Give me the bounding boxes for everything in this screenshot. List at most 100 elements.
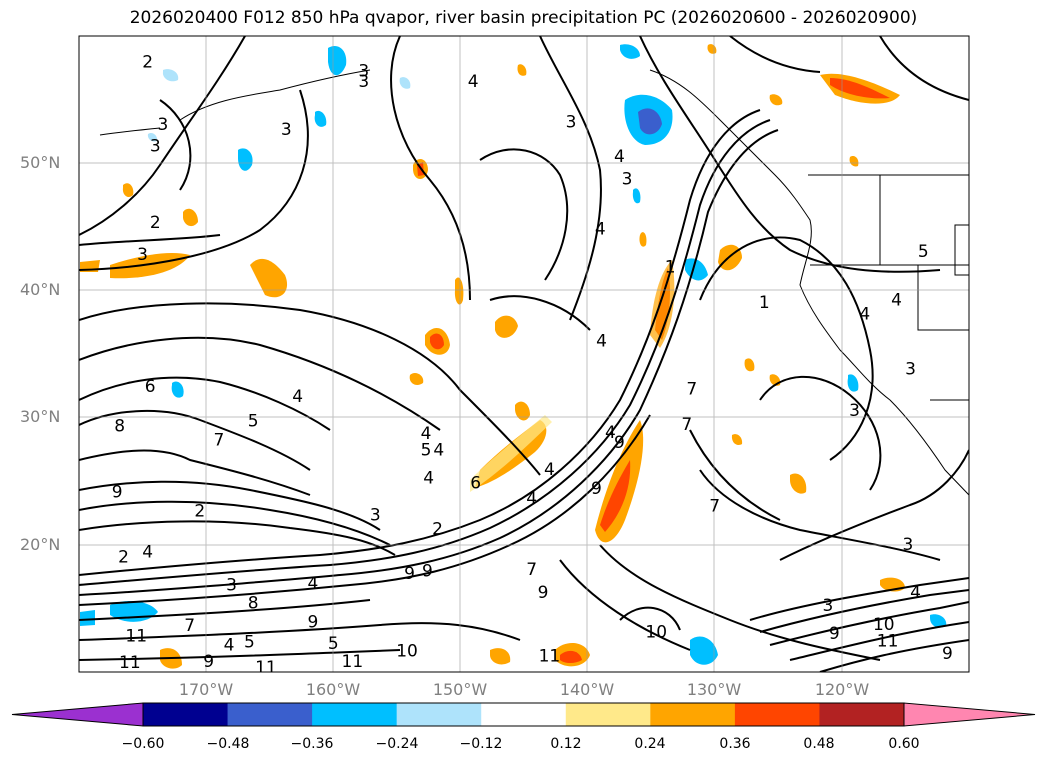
contour-label: 6 — [145, 377, 156, 397]
contour-label: 4 — [891, 291, 902, 311]
contour-label: 3 — [903, 535, 914, 555]
contour-label: 10 — [396, 642, 418, 662]
colorbar-tick-label: 0.36 — [719, 736, 751, 752]
contour-label: 4 — [224, 635, 235, 655]
graticule — [79, 36, 969, 672]
contour-label: 9 — [614, 433, 625, 453]
colorbar-segment — [565, 703, 651, 726]
contour-label: 3 — [226, 576, 237, 596]
contour-label: 7 — [526, 560, 537, 580]
contour-label: 4 — [910, 583, 921, 603]
contour-label: 3 — [566, 112, 577, 132]
contour-label: 10 — [645, 623, 667, 643]
lon-label-130w: 130°W — [686, 680, 742, 699]
contour-label: 1 — [665, 258, 676, 278]
colorbar-tick-label: −0.48 — [206, 736, 250, 752]
colorbar-segment — [396, 703, 482, 726]
contour-label: 4 — [142, 542, 153, 562]
contour-label: 3 — [849, 401, 860, 421]
contour-label: 9 — [203, 652, 214, 672]
contour-label: 4 — [544, 460, 555, 480]
contour-label: 11 — [119, 653, 141, 673]
contour-label: 5 — [244, 633, 255, 653]
contour-label: 7 — [184, 616, 195, 636]
contour-label: 8 — [114, 417, 125, 437]
contour-label: 9 — [308, 612, 319, 632]
contour-label: 4 — [292, 387, 303, 407]
contour-label: 9 — [422, 562, 433, 582]
contour-label: 3 — [158, 115, 169, 135]
contour-label: 5 — [421, 441, 432, 461]
contour-label: 4 — [433, 441, 444, 461]
colorbar-tick-label: −0.36 — [290, 736, 334, 752]
lat-label-30n: 30°N — [20, 407, 61, 426]
contour-label: 2 — [150, 213, 161, 233]
contour-label: 4 — [468, 72, 479, 92]
contour-label: 7 — [213, 430, 224, 450]
contour-label: 3 — [358, 72, 369, 92]
colorbar-segment — [227, 703, 313, 726]
lon-label-140w: 140°W — [559, 680, 615, 699]
precip-negative-shading — [80, 44, 947, 665]
colorbar-segment — [650, 703, 736, 726]
colorbar-tick-label: 0.60 — [888, 736, 920, 752]
contour-label: 4 — [859, 305, 870, 325]
contour-label: 2 — [432, 520, 443, 540]
contour-label: 4 — [423, 469, 434, 489]
contour-label: 4 — [308, 574, 319, 594]
contour-label: 10 — [873, 615, 895, 635]
contour-label: 7 — [681, 415, 692, 435]
contour-label: 3 — [137, 245, 148, 265]
colorbar-tick-label: −0.24 — [375, 736, 419, 752]
lat-label-20n: 20°N — [20, 535, 61, 554]
lon-label-120w: 120°W — [814, 680, 870, 699]
contour-label: 11 — [342, 652, 364, 672]
colorbar-tick-label: 0.12 — [550, 736, 582, 752]
contour-label: 5 — [918, 242, 929, 262]
contour-label: 2 — [194, 502, 205, 522]
colorbar-segment — [481, 703, 567, 726]
map-frame — [78, 35, 970, 673]
lon-label-150w: 150°W — [432, 680, 488, 699]
contour-label: 5 — [328, 634, 339, 654]
coastlines — [99, 69, 969, 496]
contour-label: 7 — [709, 497, 720, 517]
contour-label: 9 — [538, 583, 549, 603]
contour-label: 8 — [248, 593, 259, 613]
lon-label-160w: 160°W — [305, 680, 361, 699]
contour-label: 3 — [370, 506, 381, 526]
contour-label: 4 — [526, 489, 537, 509]
contour-label: 9 — [829, 624, 840, 644]
contour-label: 2 — [142, 53, 153, 73]
contour-label: 4 — [596, 331, 607, 351]
contour-label: 4 — [595, 219, 606, 239]
map-title: 2026020400 F012 850 hPa qvapor, river ba… — [129, 8, 918, 28]
contour-label: 9 — [112, 483, 123, 503]
contour-label: 11 — [125, 626, 147, 646]
lon-label-170w: 170°W — [178, 680, 234, 699]
contour-label: 9 — [404, 564, 415, 584]
contour-label: 11 — [539, 647, 561, 667]
colorbar-frame — [142, 702, 905, 727]
colorbar-segment — [312, 703, 398, 726]
colorbar-tick-label: 0.24 — [634, 736, 666, 752]
contour-label: 9 — [942, 644, 953, 664]
contour-label: 11 — [877, 631, 899, 651]
contour-label: 3 — [281, 120, 292, 140]
contour-label: 1 — [759, 293, 770, 313]
contour-label: 4 — [605, 423, 616, 443]
contour-label: 3 — [150, 137, 161, 157]
contour-label: 11 — [255, 658, 277, 678]
contour-label: 4 — [421, 424, 432, 444]
contour-label: 9 — [591, 479, 602, 499]
lat-label-40n: 40°N — [20, 280, 61, 299]
contour-label: 3 — [905, 359, 916, 379]
contour-label: 7 — [686, 380, 697, 400]
contour-label: 3 — [622, 170, 633, 190]
colorbar-tick-label: −0.12 — [459, 736, 503, 752]
contour-label: 3 — [358, 62, 369, 82]
contour-label: 3 — [822, 596, 833, 616]
